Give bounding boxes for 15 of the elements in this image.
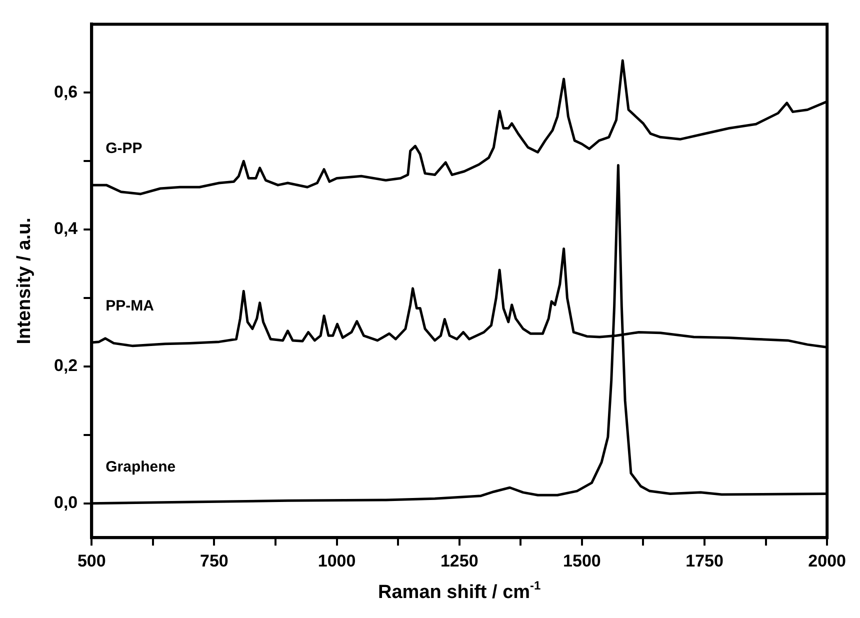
y-tick-label: 0,2 (54, 356, 78, 376)
series-label: Graphene (106, 458, 176, 476)
x-tick-label: 1000 (318, 551, 356, 570)
x-tick-label: 1500 (563, 551, 601, 570)
y-tick-label: 0,0 (54, 493, 78, 512)
x-tick-label: 500 (77, 551, 106, 570)
x-tick-label: 1250 (440, 551, 478, 570)
series-label: PP-MA (106, 298, 154, 315)
y-tick-label: 0,6 (54, 82, 78, 102)
y-tick-label: 0,4 (54, 219, 78, 238)
x-tick-label: 1750 (686, 551, 724, 570)
x-tick-label: 750 (200, 551, 228, 570)
y-axis-title: Intensity / a.u. (14, 218, 35, 344)
series-label: G-PP (106, 140, 142, 158)
x-tick-label: 2000 (808, 551, 846, 570)
